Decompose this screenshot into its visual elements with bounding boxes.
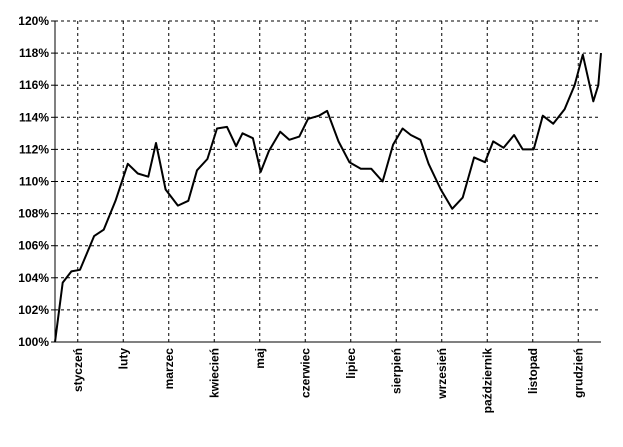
- y-tick-label: 120%: [18, 14, 49, 28]
- y-tick-label: 112%: [19, 142, 49, 156]
- x-tick-label: marzec: [162, 348, 176, 390]
- x-tick-label: luty: [116, 348, 130, 370]
- gridlines: [55, 20, 601, 342]
- y-tick-label: 100%: [18, 335, 49, 349]
- y-tick-label: 108%: [18, 207, 49, 221]
- x-tick-label: lipiec: [344, 348, 358, 379]
- x-tick-label: kwiecień: [207, 348, 221, 398]
- x-axis-tick-labels: styczeń luty marzec kwiecień maj czerwiec lipi…: [71, 348, 586, 414]
- x-tick-label: październik: [480, 348, 494, 414]
- x-tick-label: wrzesień: [435, 348, 449, 400]
- y-tick-label: 116%: [19, 78, 49, 92]
- y-tick-label: 118%: [19, 46, 49, 60]
- x-tick-label: maj: [253, 348, 267, 369]
- series-line: [54, 53, 602, 343]
- x-tick-label: sierpień: [389, 348, 403, 394]
- axes: [51, 20, 601, 343]
- y-axis-tick-labels: 100% 102% 104% 106% 108% 110% 112% 114% 116% 118%…: [18, 14, 49, 349]
- series-group: [54, 53, 602, 343]
- y-tick-label: 102%: [18, 303, 49, 317]
- x-tick-label: listopad: [526, 348, 540, 394]
- y-tick-label: 104%: [18, 271, 49, 285]
- x-tick-label: grudzień: [571, 348, 585, 398]
- y-tick-label: 114%: [19, 110, 49, 124]
- x-tick-label: czerwiec: [298, 348, 312, 398]
- x-tick-label: styczeń: [71, 348, 85, 392]
- y-tick-label: 110%: [19, 175, 49, 189]
- y-tick-label: 106%: [18, 239, 49, 253]
